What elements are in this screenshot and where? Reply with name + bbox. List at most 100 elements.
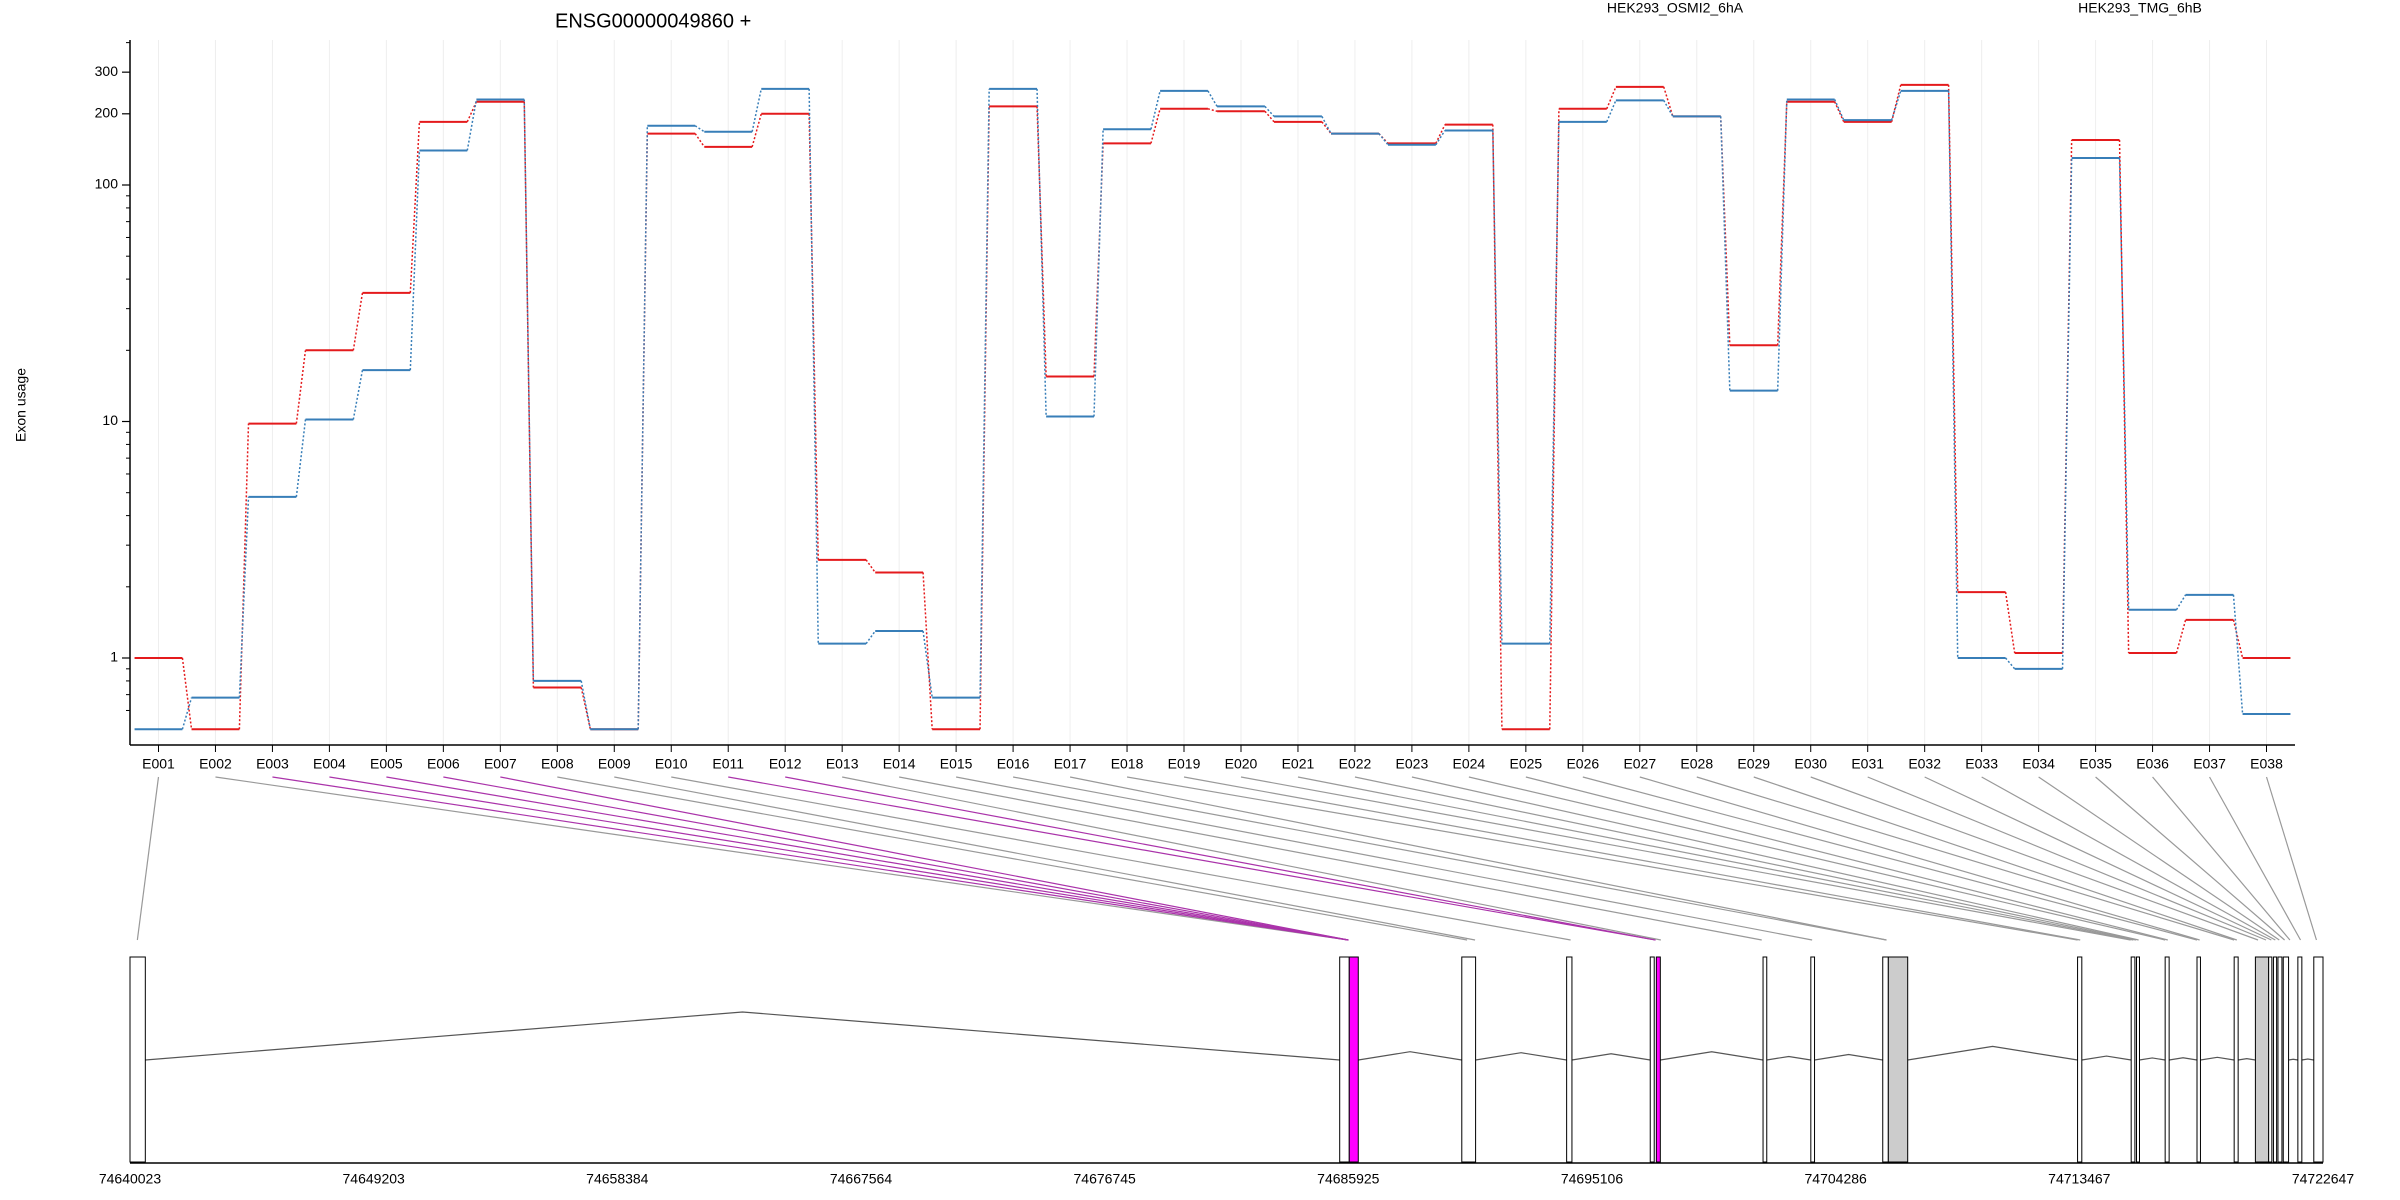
exon-box (2313, 956, 2324, 1163)
exon-box (2277, 956, 2283, 1163)
series-connector (979, 88, 990, 698)
series-connector (466, 101, 478, 123)
y-axis-label: Exon usage (13, 368, 29, 442)
genomic-tick-label: 74658384 (586, 1171, 649, 1187)
x-tick-label: E029 (1737, 756, 1770, 772)
exon-link-lines (136, 776, 2318, 941)
series-connector (637, 125, 649, 730)
x-tick-label: E008 (541, 756, 574, 772)
exon-box (2297, 956, 2303, 1163)
series-connector (409, 121, 421, 293)
series-connector (922, 572, 933, 730)
series-connector (1207, 90, 1218, 107)
y-tick-label: 100 (95, 176, 119, 192)
series-connector (1150, 90, 1161, 130)
x-tick-label: E010 (655, 756, 688, 772)
x-tick-label: E032 (1908, 756, 1941, 772)
x-tick-label: E012 (769, 756, 802, 772)
exon-link-line (2209, 776, 2302, 941)
series-connector (2175, 594, 2187, 611)
series-connector (1719, 116, 1731, 391)
x-tick-label: E021 (1282, 756, 1315, 772)
legend-label-0: HEK293_OSMI2_6hA (1607, 0, 1744, 16)
series-connector (2118, 139, 2130, 654)
x-tick-label: E002 (199, 756, 232, 772)
x-tick-label: E007 (484, 756, 517, 772)
exon-link-line (671, 776, 1571, 941)
exon-box (2077, 956, 2083, 1163)
exon-box (1655, 956, 1661, 1163)
exon-link-line (1639, 776, 2200, 941)
exon-link-line (956, 776, 1813, 941)
series-connector (1776, 99, 1788, 391)
x-tick-label: E001 (142, 756, 175, 772)
x-tick-label: E016 (997, 756, 1030, 772)
exon-link-line (1810, 776, 2259, 941)
intron-line (2288, 1058, 2298, 1061)
x-tick-label: E038 (2250, 756, 2283, 772)
exon-link-line (1240, 776, 2131, 941)
series-connector (352, 369, 364, 420)
series-connector (694, 133, 705, 148)
x-tick-label: E030 (1794, 756, 1827, 772)
exon-link-line (1582, 776, 2198, 941)
series-connector (1492, 124, 1503, 730)
x-tick-label: E036 (2136, 756, 2169, 772)
genomic-tick-label: 74685925 (1317, 1171, 1380, 1187)
x-tick-label: E023 (1396, 756, 1429, 772)
exon-link-line (614, 776, 1476, 941)
x-axis: E001 E002 E003 E004 E005 E006 E007 E008 E009 E010… (130, 744, 2295, 772)
series-connector (238, 496, 250, 698)
series-connector (352, 292, 364, 351)
exon-link-line (1696, 776, 2235, 941)
series-connector (1093, 129, 1104, 417)
series-connector (295, 350, 307, 424)
series-connector (181, 657, 193, 730)
exon-box (2233, 956, 2239, 1163)
exon-box (1348, 956, 1359, 1163)
series-connector (1321, 116, 1332, 134)
series-connector (1549, 108, 1560, 730)
series-connector (2232, 594, 2244, 715)
series-connector (1264, 110, 1275, 123)
exon-box (1649, 956, 1655, 1163)
series-connector (1264, 105, 1275, 117)
exon-link-line (443, 776, 1349, 941)
intron-line (2169, 1057, 2198, 1061)
series-connector (1150, 108, 1161, 144)
legend-label-1: HEK293_TMG_6hB (2078, 0, 2202, 16)
exon-link-line (1753, 776, 2238, 941)
series-connector (922, 630, 933, 698)
exon-link-line (899, 776, 1762, 941)
exon-link-line (500, 776, 1349, 941)
exon-box (2130, 956, 2136, 1163)
y-tick-label: 1 (110, 649, 118, 665)
x-tick-label: E019 (1168, 756, 1201, 772)
x-tick-label: E005 (370, 756, 403, 772)
exon-box (2196, 956, 2201, 1163)
series-1 (134, 87, 2291, 731)
intron-line (2139, 1057, 2166, 1061)
intron-line (1660, 1051, 1764, 1061)
exon-box (129, 956, 146, 1163)
intron-line (2238, 1058, 2256, 1061)
x-tick-label: E025 (1510, 756, 1543, 772)
gene-model (129, 956, 2324, 1163)
exon-link-line (272, 776, 1349, 941)
series-connector (2175, 619, 2187, 654)
exon-link-line (1867, 776, 2267, 941)
intron-line (1475, 1052, 1567, 1061)
y-tick-label: 10 (102, 412, 118, 428)
series-connector (808, 88, 819, 644)
series-layer (134, 83, 2291, 731)
x-tick-label: E003 (256, 756, 289, 772)
exon-link-line (1525, 776, 2168, 941)
genomic-tick-label: 74695106 (1561, 1171, 1624, 1187)
series-connector (580, 687, 592, 730)
x-tick-label: E033 (1965, 756, 1998, 772)
chart-title: ENSG00000049860 + (555, 10, 751, 32)
exon-box (1762, 956, 1768, 1163)
exon-link-line (2152, 776, 2291, 941)
series-connector (466, 99, 478, 151)
exon-box (2282, 956, 2290, 1163)
